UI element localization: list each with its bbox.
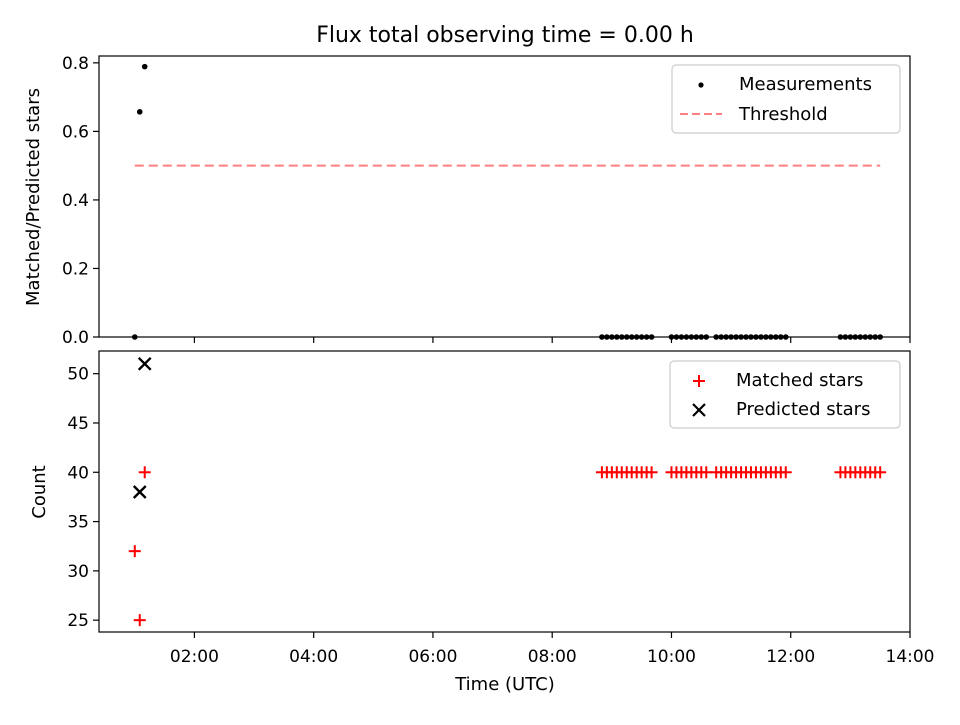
bottom-yticks: 25 30 35 40 45 50	[67, 365, 99, 631]
xtick-label: 06:00	[408, 647, 457, 667]
matched-star-point	[128, 545, 141, 558]
xtick-label: 10:00	[647, 647, 696, 667]
measurement-point	[867, 334, 874, 340]
measurement-point	[733, 334, 739, 340]
bottom-ytick-label: 25	[67, 611, 89, 631]
measurement-point	[643, 334, 650, 340]
xtick-label: 04:00	[289, 647, 338, 667]
top-ytick-label: 0.4	[62, 191, 89, 211]
top-yticks: 0.0 0.2 0.4 0.6 0.8	[62, 54, 99, 348]
measurement-point	[599, 334, 605, 340]
top-ytick-label: 0.0	[62, 328, 89, 348]
measurement-point	[862, 334, 869, 340]
legend-measurements-marker	[698, 82, 704, 88]
measurement-point	[683, 334, 690, 340]
bottom-axes: 25 30 35 40 45 50 02:00 04:00 06:00 08:00 10:00 12…	[29, 350, 935, 695]
measurement-point	[872, 334, 879, 340]
measurement-point	[136, 109, 143, 115]
measurement-point	[618, 334, 625, 340]
matched-star-point	[874, 466, 887, 479]
measurement-point	[847, 334, 854, 340]
top-legend: Measurements Threshold	[671, 64, 901, 134]
measurement-point	[718, 334, 724, 340]
measurement-point	[773, 334, 779, 340]
legend-matched-marker	[693, 375, 705, 387]
top-series	[131, 63, 883, 340]
predicted-star-point	[132, 485, 147, 499]
measurement-point	[688, 334, 695, 340]
measurement-point	[698, 334, 705, 340]
measurement-point	[614, 334, 620, 340]
measurement-point	[852, 334, 859, 340]
legend-predicted-marker	[692, 403, 706, 417]
x-axis-label: Time (UTC)	[454, 674, 555, 695]
measurement-point	[877, 334, 883, 340]
top-ytick-label: 0.2	[62, 259, 89, 279]
bottom-xticks: 02:00 04:00 06:00 08:00 10:00 12:00 14:00	[170, 632, 935, 667]
bottom-axes-frame	[98, 350, 911, 633]
bottom-ytick-label: 50	[67, 365, 89, 385]
measurement-point	[782, 334, 789, 340]
bottom-ytick-label: 30	[67, 562, 89, 582]
measurement-point	[678, 334, 685, 340]
top-ylabel: Matched/Predicted stars	[23, 88, 44, 306]
chart-title: Flux total observing time = 0.00 h	[316, 23, 694, 48]
measurement-point	[758, 334, 764, 340]
bottom-ylabel: Count	[29, 465, 50, 518]
measurement-point	[738, 334, 744, 340]
measurement-point	[713, 334, 719, 340]
legend-predicted-label: Predicted stars	[736, 399, 870, 420]
measurement-point	[728, 334, 734, 340]
measurement-point	[763, 334, 769, 340]
measurement-point	[141, 63, 148, 70]
bottom-legend: Matched stars Predicted stars	[669, 360, 901, 429]
xtick-label: 08:00	[528, 647, 577, 667]
legend-threshold-label: Threshold	[738, 104, 828, 125]
top-axes-frame	[98, 55, 911, 338]
measurement-point	[638, 334, 645, 340]
measurement-point	[743, 334, 749, 340]
measurement-point	[857, 334, 864, 340]
predicted-star-point	[137, 356, 152, 371]
measurement-point	[668, 334, 675, 340]
measurement-point	[633, 334, 640, 340]
measurement-point	[768, 334, 774, 340]
xtick-label: 02:00	[170, 647, 219, 667]
matched-star-point	[138, 466, 151, 479]
top-ytick-label: 0.8	[62, 54, 89, 74]
matched-star-point	[133, 614, 146, 627]
measurement-point	[648, 334, 655, 340]
matched-star-point	[779, 466, 792, 479]
bottom-series	[128, 356, 887, 627]
bottom-legend-frame	[669, 360, 901, 429]
legend-measurements-label: Measurements	[739, 74, 872, 95]
xtick-label: 12:00	[766, 647, 815, 667]
measurement-point	[693, 334, 700, 340]
bottom-ytick-label: 35	[67, 513, 89, 533]
measurement-point	[628, 334, 635, 340]
xtick-label: 14:00	[886, 647, 935, 667]
measurement-point	[753, 334, 759, 340]
legend-matched-label: Matched stars	[736, 370, 863, 391]
measurement-point	[623, 334, 630, 340]
measurement-point	[837, 334, 844, 340]
matched-star-point	[645, 466, 658, 479]
measurement-point	[609, 334, 615, 340]
measurement-point	[703, 334, 710, 340]
measurement-point	[842, 334, 849, 340]
measurement-point	[777, 334, 784, 340]
top-axes: 0.00.20.40.60.8 Matched/Predicted stars …	[23, 54, 911, 348]
measurement-point	[604, 334, 610, 340]
top-ytick-label: 0.6	[62, 122, 89, 142]
bottom-ytick-label: 45	[67, 414, 89, 434]
bottom-ytick-label: 40	[67, 463, 89, 483]
measurement-point	[723, 334, 729, 340]
measurement-point	[673, 334, 680, 340]
measurement-point	[131, 334, 138, 340]
measurement-point	[748, 334, 754, 340]
top-legend-frame	[671, 64, 901, 134]
